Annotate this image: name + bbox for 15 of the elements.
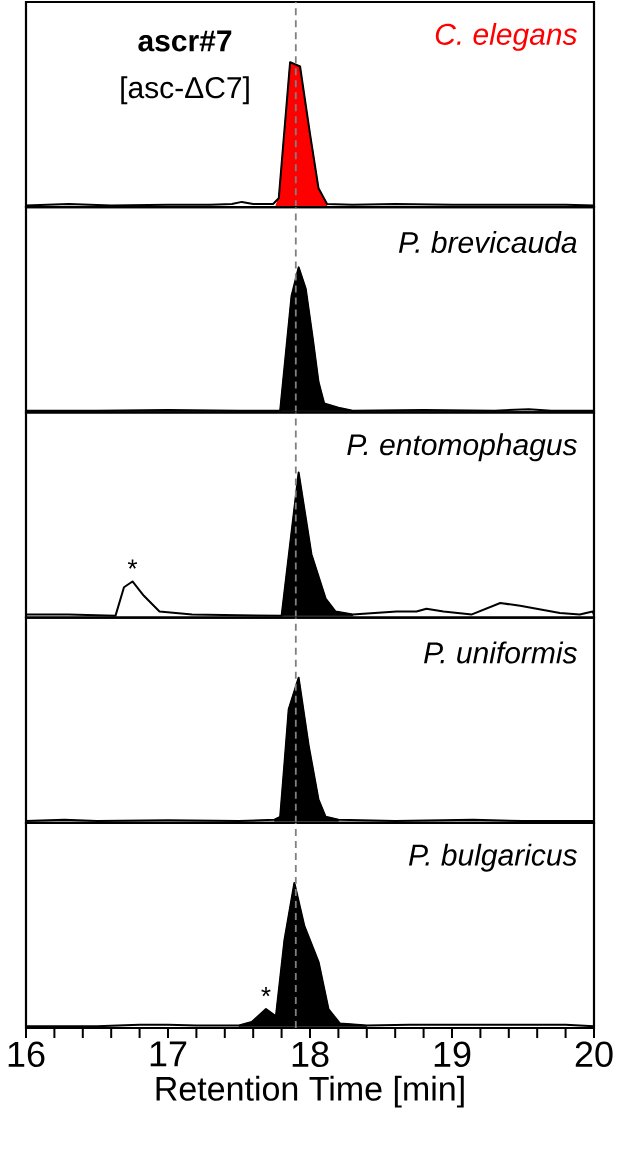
text: ascr#7 [138,30,232,52]
x-axis-title: Retention Time [min] [156,1075,464,1108]
chart-title: P. bulgaricus [408,843,577,872]
chart-title: C. elegans [435,22,577,51]
chart-title: P. entomophagus [347,433,577,462]
chart-title: P. brevicauda [398,231,577,254]
chart-title: P. uniformis [423,641,577,664]
x-tick-label: 17 [150,1041,187,1067]
annotation: * [261,987,271,997]
x-tick-label: 18 [292,1041,329,1067]
x-tick-label: 19 [434,1041,471,1067]
x-tick-label: 16 [8,1041,45,1067]
annotation: * [127,559,137,569]
x-tick-label: 20 [575,1041,613,1067]
annotation: [asc-ΔC7] [121,76,249,105]
